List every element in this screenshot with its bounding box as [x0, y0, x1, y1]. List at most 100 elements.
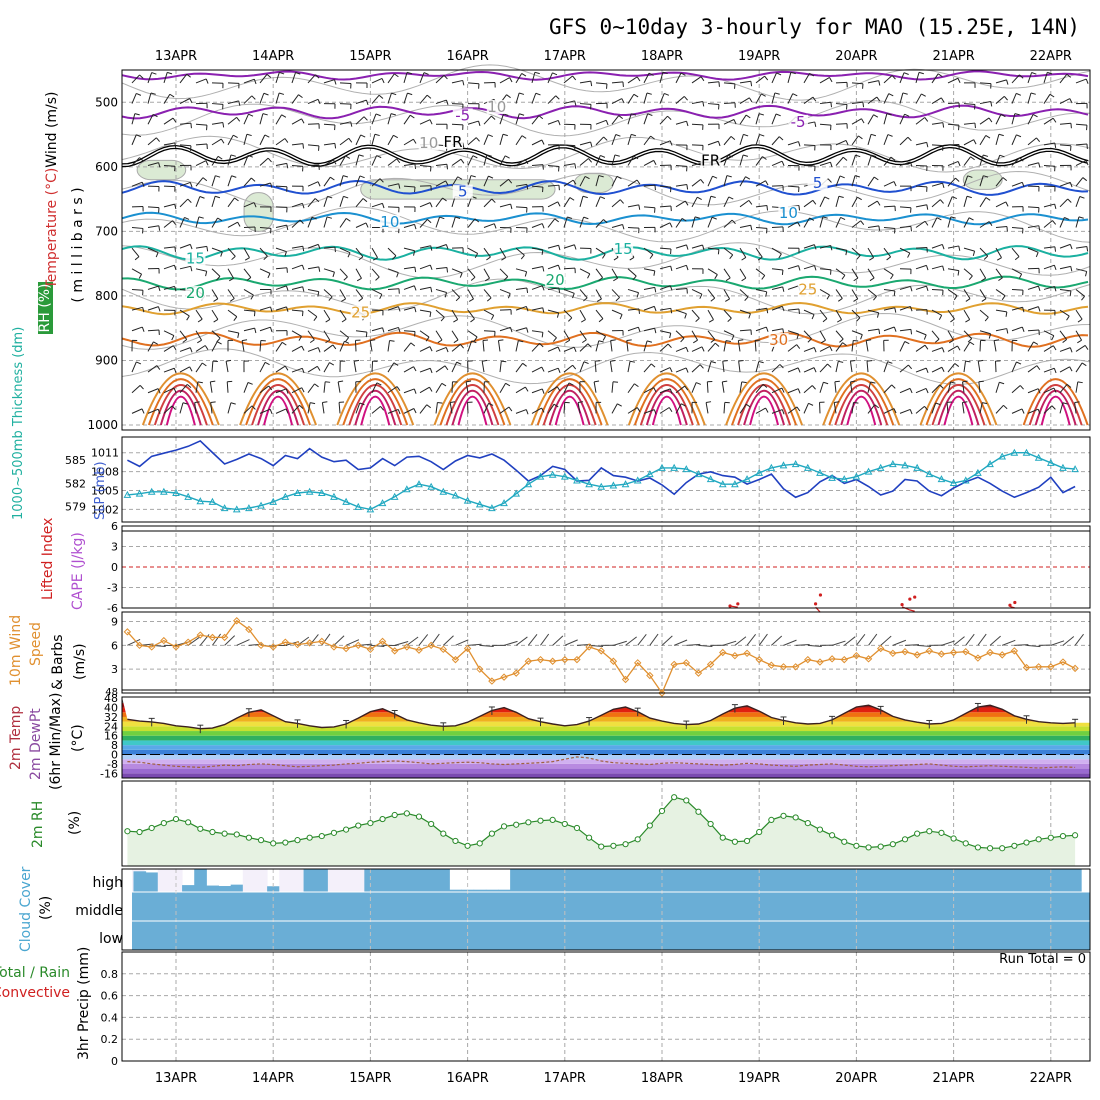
wind10-marker: [974, 654, 982, 662]
cloud-high-bar: [959, 869, 973, 892]
wind-barb: [369, 340, 373, 352]
wind-barb: [371, 406, 381, 414]
wind-barb-flag: [488, 175, 494, 179]
wind-barb-flag: [173, 387, 177, 393]
wind-barb-flag: [325, 318, 331, 323]
wind-barb: [931, 347, 943, 352]
wind-barb: [803, 199, 814, 208]
wind-barb-flag: [957, 161, 961, 167]
wind-barb: [131, 93, 137, 104]
wind-barb: [403, 185, 416, 188]
wind-barb-flag: [313, 316, 318, 321]
wind-barb-flag: [969, 341, 975, 346]
wind-barb: [627, 179, 638, 187]
wind-barb: [1011, 74, 1020, 84]
wind-barb-flag: [429, 386, 433, 392]
wind-barb-flag: [262, 113, 268, 116]
wind-barb-flag: [654, 185, 656, 191]
bl-contour: [153, 384, 208, 426]
rh2m-marker: [500, 823, 508, 830]
wind-barb: [1027, 72, 1033, 84]
wind-barb: [851, 268, 859, 279]
wind-barb-flag: [935, 402, 941, 406]
slp-marker: [889, 460, 897, 468]
wind-barb: [995, 404, 1004, 414]
wind-barb: [691, 216, 696, 228]
wind-barb: [819, 309, 828, 319]
bl-contour: [1040, 395, 1071, 426]
wind-barb: [275, 72, 280, 84]
wind-barb: [1043, 117, 1054, 125]
wind-barb: [354, 340, 357, 352]
wind-barb: [915, 185, 928, 188]
wind-barb: [627, 94, 635, 104]
wind10-barb: [455, 639, 469, 646]
wind-barb: [995, 201, 1007, 208]
wind-barb: [899, 136, 909, 146]
temp-band: [122, 745, 1090, 750]
wind-barb-flag: [745, 176, 751, 180]
wind10-barb: [1062, 636, 1075, 646]
wind-barb: [819, 330, 826, 341]
wind-barb: [227, 247, 236, 257]
wind-barb-flag: [1038, 225, 1041, 231]
wind-barb: [675, 184, 687, 187]
wind-barb-flag: [812, 200, 817, 205]
wind-barb: [915, 264, 927, 270]
wind-barb: [163, 264, 175, 270]
wind-barb-flag: [765, 180, 769, 186]
wind-barb: [866, 361, 869, 373]
wind-barb: [963, 330, 973, 339]
cloud-high-bar: [813, 869, 827, 892]
wind-barb-flag: [525, 386, 529, 392]
wind-barb: [275, 92, 280, 104]
wind-barb: [307, 288, 319, 293]
wind10-marker: [706, 660, 715, 669]
wind-barb: [1027, 285, 1039, 290]
wind-barb-flag: [981, 298, 987, 302]
rh2m-marker: [294, 837, 301, 844]
wind-barb-flag: [555, 95, 560, 100]
wind-barb: [867, 381, 872, 393]
wind10m-series: [123, 617, 1079, 697]
wind-barb-flag: [281, 341, 287, 346]
slp-marker: [876, 463, 885, 471]
wind10-barb: [515, 636, 528, 646]
precip-tick: 0.2: [101, 1033, 119, 1046]
cloud-high-bar: [655, 869, 669, 892]
wind-barb: [355, 289, 364, 299]
wind-barb-flag: [441, 382, 447, 387]
wind-barb-flag: [1054, 246, 1057, 252]
wind-barb-flag: [998, 277, 1003, 282]
wind-barb-flag: [204, 345, 209, 350]
wind10-units: (m/s): [72, 643, 88, 680]
wind-barb: [387, 288, 400, 290]
wind10-barb: [868, 633, 878, 646]
temp-band: [122, 721, 1090, 727]
wind-barb: [195, 268, 207, 272]
wind-barb-flag: [653, 160, 657, 166]
rh-contour: [121, 312, 1091, 350]
wind-barb: [371, 247, 378, 258]
wind-barb: [387, 386, 398, 394]
wind-barb-flag: [220, 138, 225, 144]
wind-barb: [643, 159, 654, 166]
wind-barb: [755, 226, 768, 229]
wind10-barb: [613, 640, 627, 646]
wind-barb-flag: [491, 115, 496, 120]
wind10-marker: [840, 655, 848, 664]
wind-barb-flag: [798, 265, 801, 271]
wind-barb: [291, 118, 302, 125]
wind-barb-flag: [152, 113, 158, 118]
wind10-marker: [220, 633, 229, 642]
wind-barb: [1075, 289, 1085, 297]
temp-band: [122, 726, 1090, 732]
rh2m-marker: [488, 830, 495, 837]
thickness-tick: 585: [65, 454, 86, 467]
slp-marker: [232, 505, 241, 513]
wind-barb: [819, 244, 831, 249]
wind-barb: [691, 101, 703, 105]
wind-barb: [1075, 330, 1083, 341]
wind-barb-flag: [664, 92, 670, 96]
wind-barb-flag: [326, 216, 332, 219]
